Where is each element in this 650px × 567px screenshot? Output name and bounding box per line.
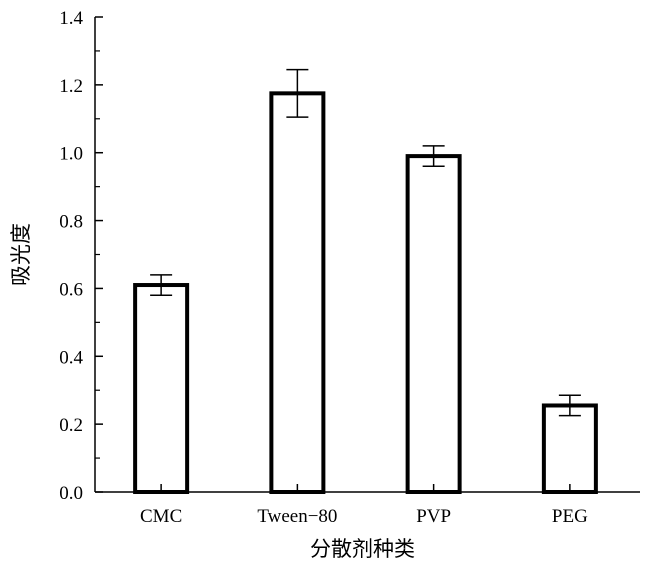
y-tick-label: 1.4 — [59, 8, 83, 29]
bars — [133, 68, 598, 495]
y-tick-label: 1.0 — [59, 144, 83, 165]
x-tick-label: PVP — [416, 506, 451, 527]
bar — [269, 91, 326, 494]
x-axis-tick-labels: CMC Tween−80 PVP PEG — [140, 484, 588, 527]
bar — [133, 283, 190, 494]
y-tick-label: 0.0 — [59, 483, 83, 504]
y-axis-ticks: 0.0 0.2 0.4 0.6 0.8 1.0 1.2 1.4 — [59, 8, 103, 504]
x-tick-label: PEG — [552, 506, 588, 527]
y-tick-label: 0.8 — [59, 212, 83, 233]
y-tick-label: 1.2 — [59, 76, 83, 97]
x-tick-label: Tween−80 — [257, 506, 337, 527]
y-axis-title: 吸光度 — [9, 223, 33, 286]
y-tick-label: 0.2 — [59, 415, 83, 436]
x-tick-label: CMC — [140, 506, 182, 527]
bar — [541, 403, 598, 495]
y-tick-label: 0.4 — [59, 347, 83, 368]
y-tick-label: 0.6 — [59, 279, 83, 300]
x-axis-title: 分散剂种类 — [310, 537, 415, 561]
bar — [405, 154, 462, 494]
